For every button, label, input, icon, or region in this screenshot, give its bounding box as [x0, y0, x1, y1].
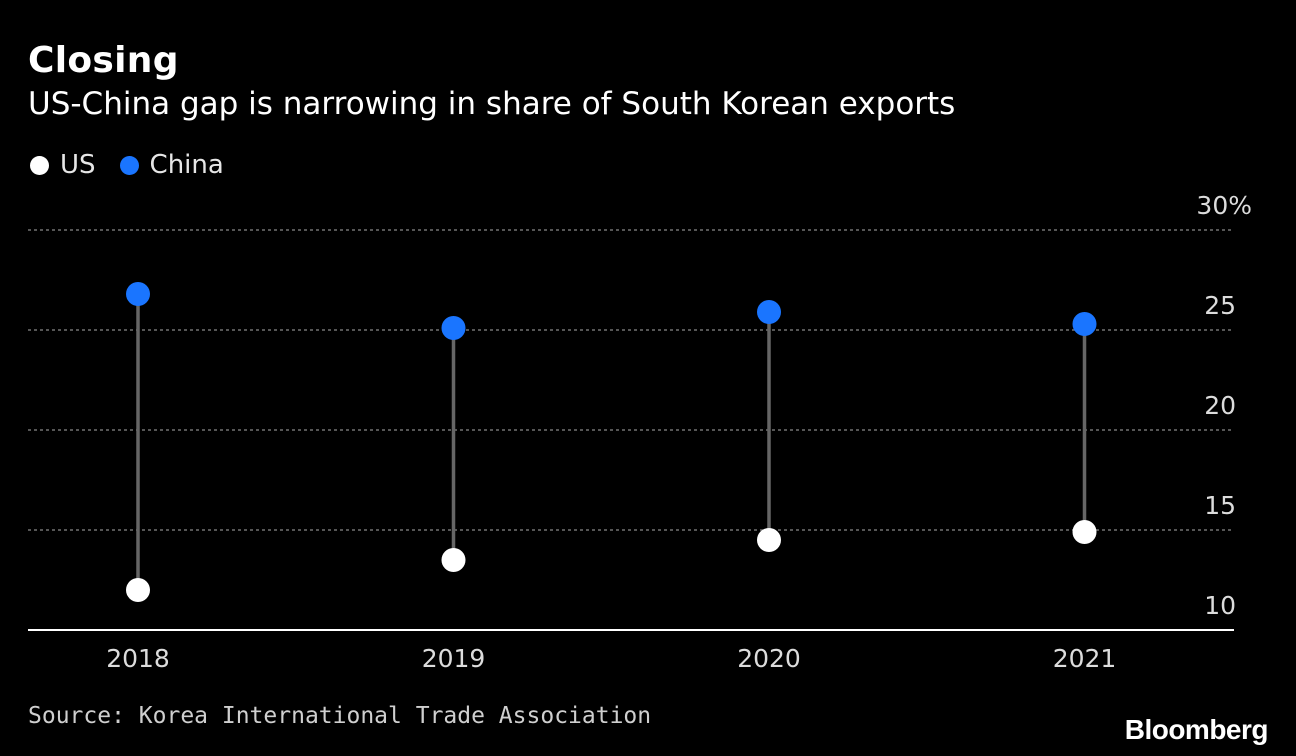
y-tick-label-25: 25: [1204, 291, 1236, 320]
gridlines: [28, 229, 1234, 531]
legend-label-us: US: [60, 150, 96, 180]
y-tick-label-30: 30%: [1196, 191, 1252, 220]
point-china-2019: [441, 316, 466, 340]
legend-item-us: US: [30, 150, 96, 180]
y-tick-label-20: 20: [1204, 391, 1236, 420]
point-us-2018: [126, 578, 150, 602]
bloomberg-logo: Bloomberg: [1124, 714, 1269, 745]
legend-item-china: China: [119, 150, 224, 180]
legend-label-china: China: [149, 150, 224, 180]
x-tick-label-2018: 2018: [106, 644, 170, 673]
point-us-2020: [757, 528, 781, 552]
point-china-2021: [1072, 312, 1097, 336]
blue-dot-icon: [119, 155, 139, 175]
point-china-2018: [126, 282, 150, 306]
chart-title: Closing: [28, 40, 179, 81]
chart-subtitle: US-China gap is narrowing in share of So…: [28, 86, 956, 122]
connectors: [136, 294, 1087, 590]
white-dot-icon: [30, 155, 49, 175]
data-points: [126, 282, 1097, 602]
x-tick-label-2021: 2021: [1053, 644, 1117, 673]
x-tick-label-2020: 2020: [737, 644, 801, 673]
source-note: Source: Korea International Trade Associ…: [28, 703, 652, 729]
point-china-2020: [757, 300, 781, 324]
y-tick-label-15: 15: [1204, 491, 1236, 520]
point-us-2021: [1072, 520, 1097, 544]
point-us-2019: [441, 548, 466, 572]
y-tick-label-10: 10: [1204, 591, 1236, 620]
legend: US China: [30, 150, 248, 180]
axes: 10 15 20 25 30% 2018 2019 2020 2021: [28, 191, 1252, 673]
x-tick-label-2019: 2019: [422, 644, 486, 673]
